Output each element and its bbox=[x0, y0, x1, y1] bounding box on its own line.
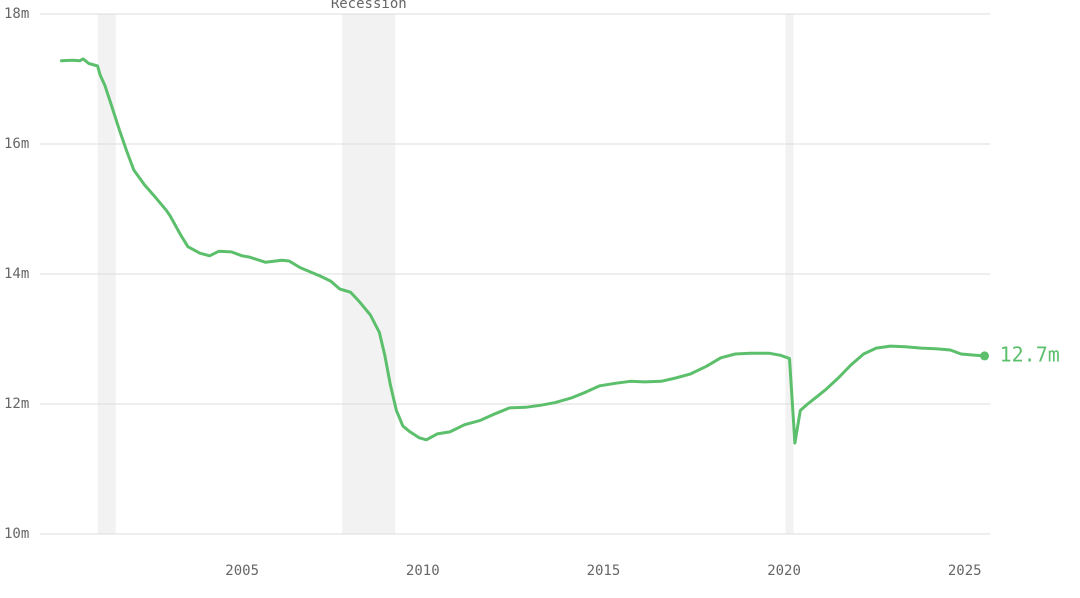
y-tick-label: 12m bbox=[4, 396, 29, 412]
x-tick-label: 2010 bbox=[406, 563, 440, 579]
y-tick-label: 14m bbox=[4, 266, 29, 282]
x-tick-label: 2015 bbox=[587, 563, 621, 579]
y-tick-label: 16m bbox=[4, 136, 29, 152]
annotation: Recession bbox=[331, 0, 407, 12]
x-tick-label: 2025 bbox=[948, 563, 982, 579]
end-label: 12.7m bbox=[1000, 342, 1060, 366]
x-tick-label: 2005 bbox=[225, 563, 259, 579]
end-point bbox=[980, 351, 990, 361]
x-tick-label: 2020 bbox=[767, 563, 801, 579]
series-line bbox=[60, 57, 987, 445]
y-tick-label: 18m bbox=[4, 6, 29, 22]
y-tick-label: 10m bbox=[4, 526, 29, 542]
